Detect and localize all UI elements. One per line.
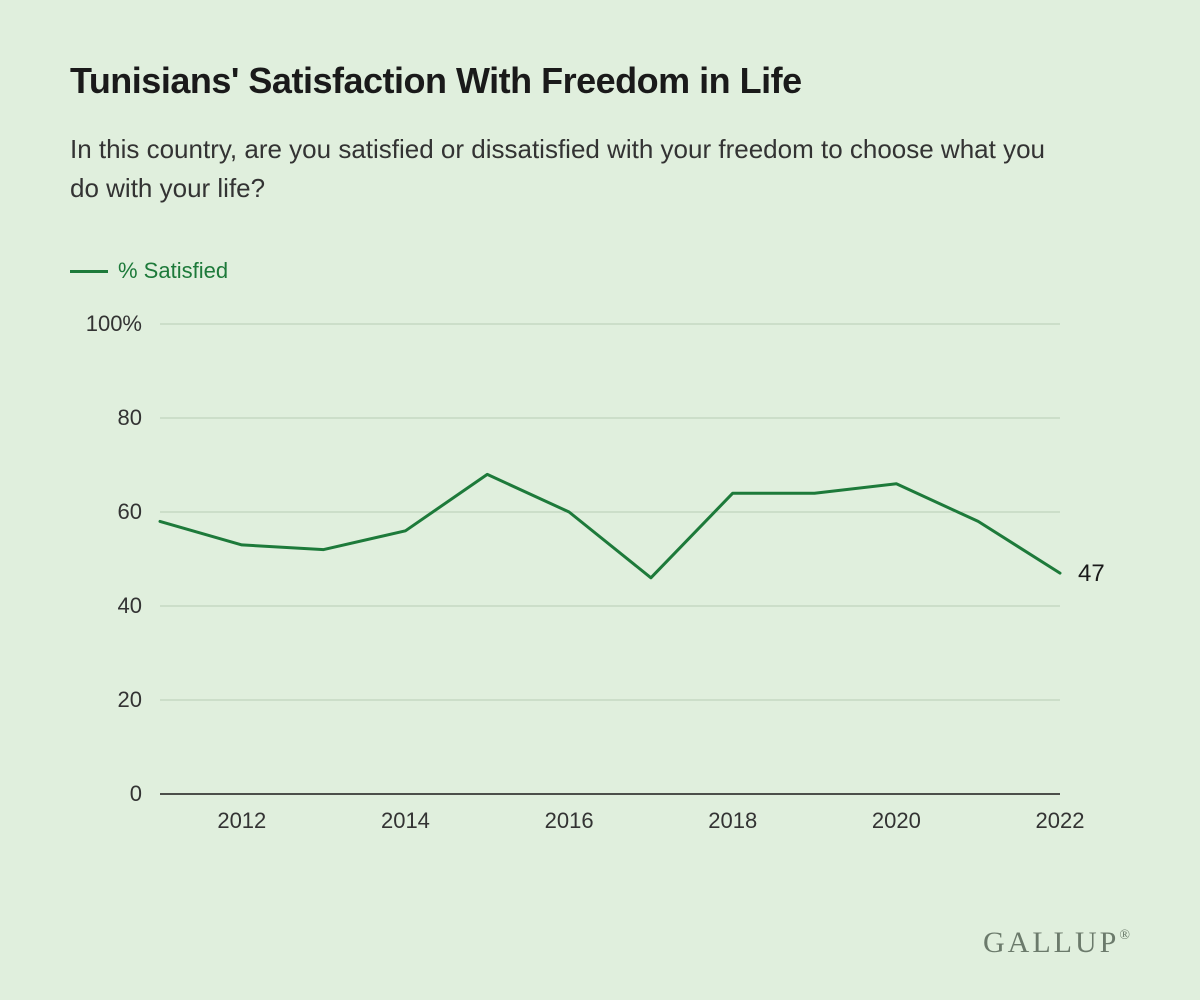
line-chart-svg: 0 20 40 60 80 100% 2012 2014 2016 2018 2020 2022 47 <box>70 314 1130 854</box>
chart-plot-area: 0 20 40 60 80 100% 2012 2014 2016 2018 2020 2022 47 <box>70 314 1130 854</box>
svg-text:2020: 2020 <box>872 808 921 833</box>
svg-text:40: 40 <box>118 593 142 618</box>
svg-text:0: 0 <box>130 781 142 806</box>
chart-title: Tunisians' Satisfaction With Freedom in … <box>70 60 1130 102</box>
svg-text:100%: 100% <box>86 314 142 336</box>
svg-text:2018: 2018 <box>708 808 757 833</box>
legend-label: % Satisfied <box>118 258 228 284</box>
svg-text:2014: 2014 <box>381 808 430 833</box>
brand-logo: GALLUP® <box>983 926 1130 960</box>
legend: % Satisfied <box>70 258 1130 284</box>
svg-text:2022: 2022 <box>1036 808 1085 833</box>
registered-icon: ® <box>1119 928 1130 943</box>
svg-text:2012: 2012 <box>217 808 266 833</box>
chart-subtitle: In this country, are you satisfied or di… <box>70 130 1070 208</box>
svg-text:47: 47 <box>1078 560 1105 587</box>
svg-text:80: 80 <box>118 405 142 430</box>
legend-swatch <box>70 270 108 273</box>
chart-container: Tunisians' Satisfaction With Freedom in … <box>0 0 1200 1000</box>
svg-text:2016: 2016 <box>545 808 594 833</box>
svg-text:20: 20 <box>118 687 142 712</box>
svg-text:60: 60 <box>118 499 142 524</box>
